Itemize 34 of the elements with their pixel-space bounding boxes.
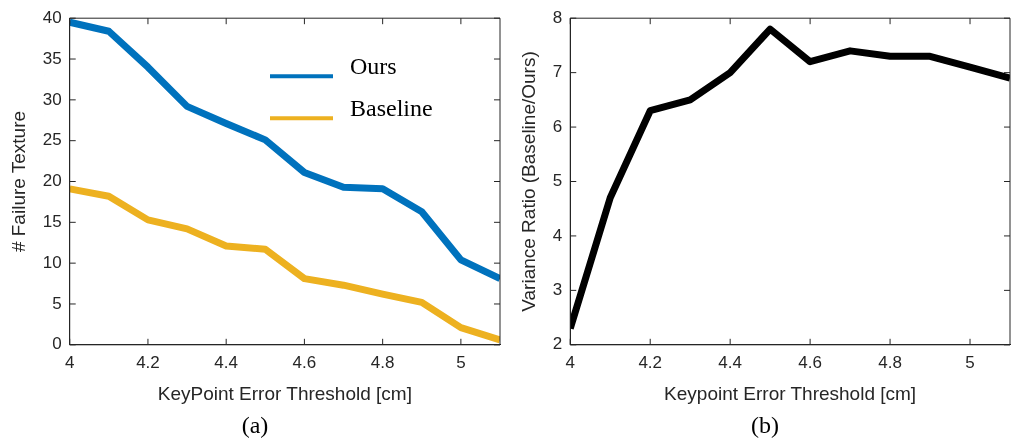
y-tick-label: 35 <box>42 48 62 68</box>
x-tick-label: 4.6 <box>798 352 822 372</box>
text: (a) <box>240 412 270 439</box>
x-tick-label: 4.6 <box>292 352 317 372</box>
x-axis-title: KeyPoint Error Threshold [cm] <box>157 382 412 404</box>
y-tick-label: 30 <box>42 89 62 109</box>
legend-label: Ours <box>350 53 397 80</box>
y-tick-label: 40 <box>42 7 62 27</box>
legend-label: Baseline <box>350 95 433 122</box>
x-tick-label: 5 <box>965 352 975 372</box>
y-tick-label: 25 <box>42 130 62 150</box>
x-tick-label: 4.4 <box>214 352 238 372</box>
y-tick-label: 2 <box>552 334 563 354</box>
y-tick-label: 6 <box>552 116 563 136</box>
x-tick-label: 4.8 <box>370 352 395 372</box>
y-axis-title: Variance Ratio (Baseline/Ours) <box>517 51 539 312</box>
y-tick-label: 10 <box>42 252 62 272</box>
x-tick-label: 4.2 <box>136 352 160 372</box>
y-tick-label: 20 <box>42 171 62 191</box>
y-tick-label: 5 <box>52 293 62 313</box>
text: (b) <box>750 412 780 439</box>
y-tick-label: 3 <box>552 280 563 300</box>
y-tick-label: 8 <box>552 7 563 27</box>
y-tick-label: 0 <box>52 334 62 354</box>
x-axis-title: Keypoint Error Threshold [cm] <box>664 382 917 404</box>
y-tick-label: 15 <box>42 212 62 232</box>
x-tick-label: 4.2 <box>638 352 663 372</box>
y-tick-label: 7 <box>552 62 563 82</box>
x-tick-label: 5 <box>456 352 466 372</box>
y-axis-title: # Failure Texture <box>7 110 29 253</box>
y-tick-label: 4 <box>552 225 563 245</box>
x-tick-label: 4.8 <box>878 352 902 372</box>
x-tick-label: 4.4 <box>718 352 742 372</box>
y-tick-label: 5 <box>552 171 563 191</box>
